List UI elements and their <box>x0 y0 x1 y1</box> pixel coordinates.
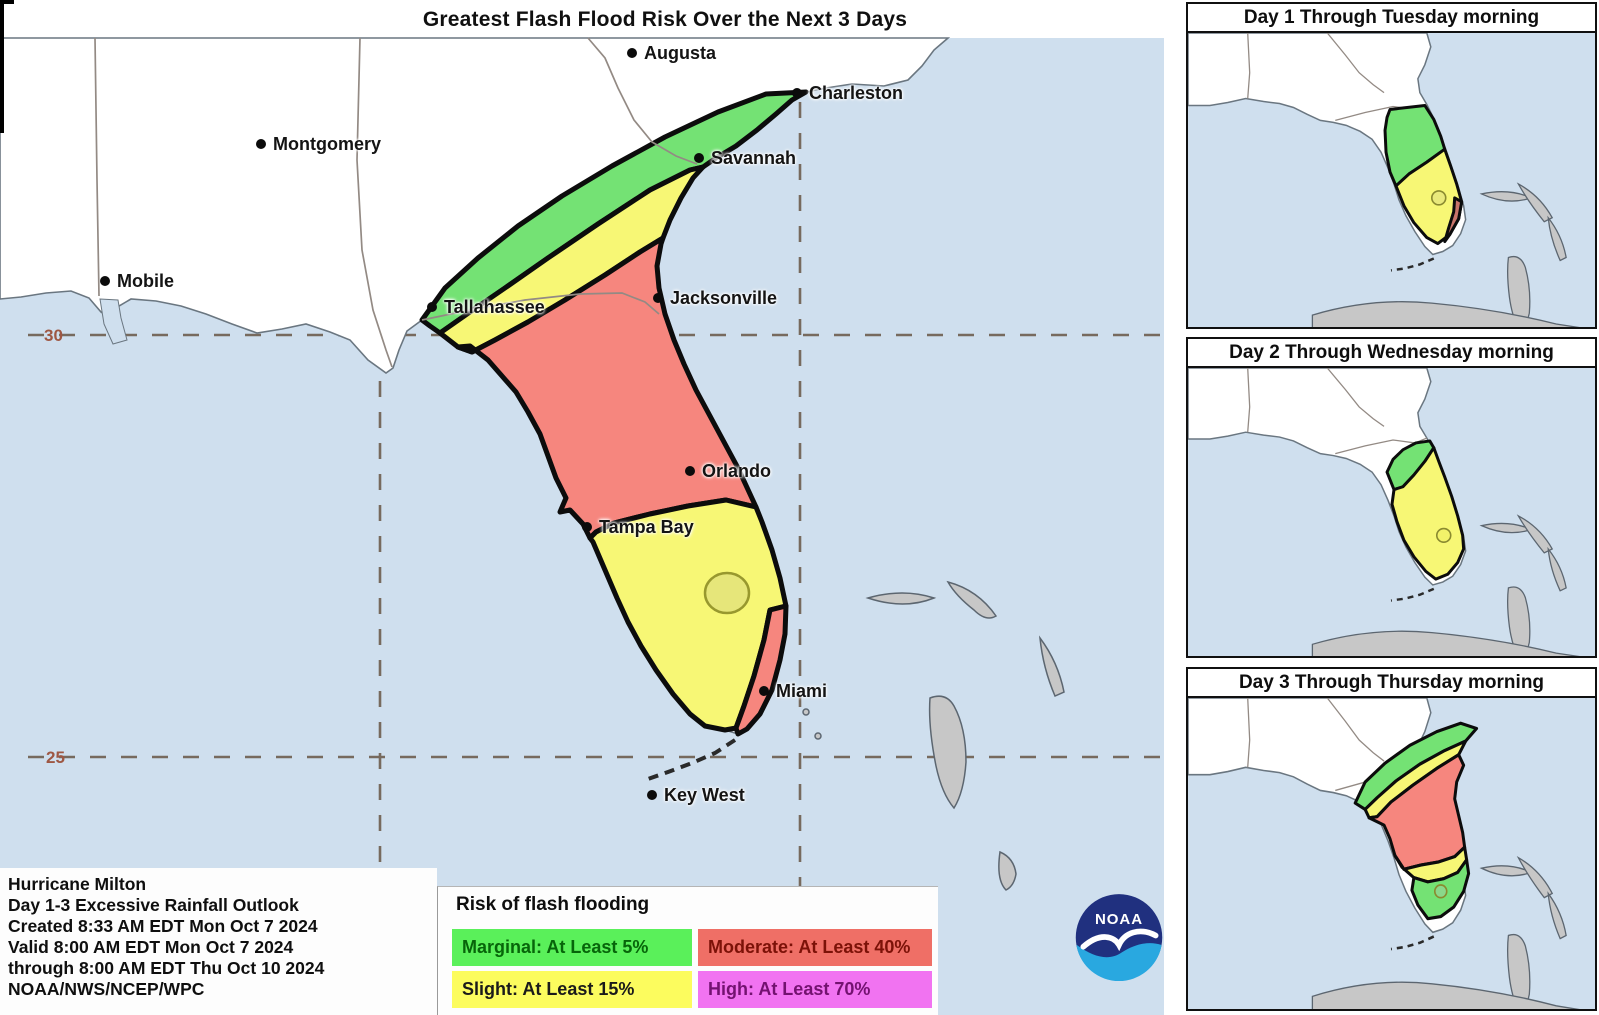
bahamas-islands <box>802 580 1065 1006</box>
city-label: Tampa Bay <box>599 516 694 537</box>
panel-day-2: Day 2 Through Wednesday morning <box>1186 337 1597 658</box>
lake-okeechobee <box>1431 190 1447 206</box>
cuba <box>1311 981 1580 1009</box>
florida-keys <box>1390 587 1435 602</box>
city-label: Miami <box>776 680 828 701</box>
state-border <box>1326 698 1385 762</box>
panel-day-1: Day 1 Through Tuesday morning <box>1186 2 1597 329</box>
bahamas-island <box>1547 215 1567 262</box>
panel-day-3-map <box>1188 698 1595 1009</box>
info-line-2: Day 1-3 Excessive Rainfall Outlook <box>8 895 299 915</box>
lake-okeechobee <box>1435 527 1452 543</box>
day2-slight-area <box>1390 446 1466 581</box>
map-title: Greatest Flash Flood Risk Over the Next … <box>422 8 908 31</box>
frame-corner-vertical <box>0 0 4 133</box>
city-dot <box>256 139 266 149</box>
city-miami: Miami <box>759 680 827 702</box>
city-label: Savannah <box>711 147 797 168</box>
frame-corner-horizontal <box>0 0 14 4</box>
city-jacksonville: Jacksonville <box>653 287 777 309</box>
noaa-logo-sea <box>1076 943 1162 982</box>
city-charleston: Charleston <box>792 82 903 104</box>
city-mobile: Mobile <box>100 270 174 292</box>
bahamas-island <box>1547 546 1567 592</box>
state-border <box>1326 33 1385 94</box>
city-label: Orlando <box>702 460 772 481</box>
info-line-6: NOAA/NWS/NCEP/WPC <box>8 979 205 999</box>
city-dot <box>427 302 437 312</box>
lake-okeechobee <box>1433 884 1448 899</box>
grid-label-30: 30 <box>44 326 63 345</box>
risk-legend: Risk of flash flooding Marginal: At Leas… <box>437 886 938 1015</box>
city-tallahassee: Tallahassee <box>427 296 545 318</box>
city-dot <box>694 153 704 163</box>
city-label: Tallahassee <box>444 296 545 317</box>
panel-day-3: Day 3 Through Thursday morning <box>1186 667 1597 1011</box>
main-map: Greatest Flash Flood Risk Over the Next … <box>0 0 1164 1015</box>
panel-day-1-header: Day 1 Through Tuesday morning <box>1188 4 1595 33</box>
legend-item-slight: Slight: At Least 15% <box>452 971 692 1008</box>
noaa-logo: NOAA <box>1072 886 1166 985</box>
moderate-strip-miami <box>733 603 789 737</box>
panel-day-2-header: Day 2 Through Wednesday morning <box>1188 339 1595 368</box>
noaa-seagull-icon <box>1080 928 1159 952</box>
city-label: Charleston <box>809 82 904 103</box>
city-dot <box>759 686 769 696</box>
florida-keys <box>1390 935 1435 951</box>
noaa-logo-svg: NOAA <box>1075 894 1163 982</box>
city-dot <box>685 466 695 476</box>
legend-item-moderate: Moderate: At Least 40% <box>698 929 932 966</box>
day1-moderate-strip-area <box>1443 196 1464 244</box>
city-dot <box>792 88 802 98</box>
panel-day-2-map <box>1188 368 1595 656</box>
state-border <box>1326 368 1385 427</box>
state-borders <box>94 37 698 368</box>
mobile-bay <box>99 298 128 345</box>
title-band <box>0 0 1164 38</box>
info-line-4: Valid 8:00 AM EDT Mon Oct 7 2024 <box>8 937 294 957</box>
city-montgomery: Montgomery <box>256 133 381 155</box>
main-map-svg <box>0 0 1164 1015</box>
city-dot <box>653 293 663 303</box>
city-dot <box>100 276 110 286</box>
info-line-1: Hurricane Milton <box>8 874 147 894</box>
city-tampa-bay: Tampa Bay <box>582 516 694 538</box>
city-key-west: Key West <box>647 784 745 806</box>
city-augusta: Augusta <box>627 42 716 64</box>
state-border <box>1247 368 1251 433</box>
state-border <box>1247 33 1251 99</box>
city-label: Augusta <box>644 42 716 63</box>
city-label: Jacksonville <box>670 287 778 308</box>
bahamas-island <box>1547 891 1567 940</box>
cuba <box>1311 630 1580 656</box>
conus-land <box>1188 33 1467 256</box>
risk-areas <box>419 89 809 737</box>
city-savannah: Savannah <box>694 147 796 169</box>
legend-header: Risk of flash flooding <box>456 894 650 915</box>
lake-okeechobee <box>703 571 751 615</box>
city-label: Mobile <box>117 270 174 291</box>
cuba <box>1311 301 1580 327</box>
info-line-3: Created 8:33 AM EDT Mon Oct 7 2024 <box>8 916 318 936</box>
city-dot <box>627 48 637 58</box>
daily-panels: Day 1 Through Tuesday morning Day 2 Thro… <box>1186 0 1599 1015</box>
city-dot <box>647 790 657 800</box>
city-label: Montgomery <box>273 133 381 154</box>
state-border <box>1247 698 1251 768</box>
legend-item-high: High: At Least 70% <box>698 971 932 1008</box>
info-line-5: through 8:00 AM EDT Thu Oct 10 2024 <box>8 958 325 978</box>
city-dot <box>582 522 592 532</box>
florida-keys <box>1390 257 1435 272</box>
noaa-logo-text: NOAA <box>1095 911 1143 928</box>
city-label: Key West <box>664 784 745 805</box>
panel-day-1-map <box>1188 33 1595 327</box>
grid-label-25: 25 <box>46 748 65 767</box>
issuance-info-block: Hurricane Milton Day 1-3 Excessive Rainfa… <box>0 868 437 1015</box>
legend-item-marginal: Marginal: At Least 5% <box>452 929 692 966</box>
panel-day-3-header: Day 3 Through Thursday morning <box>1188 669 1595 698</box>
city-orlando: Orlando <box>685 460 771 482</box>
